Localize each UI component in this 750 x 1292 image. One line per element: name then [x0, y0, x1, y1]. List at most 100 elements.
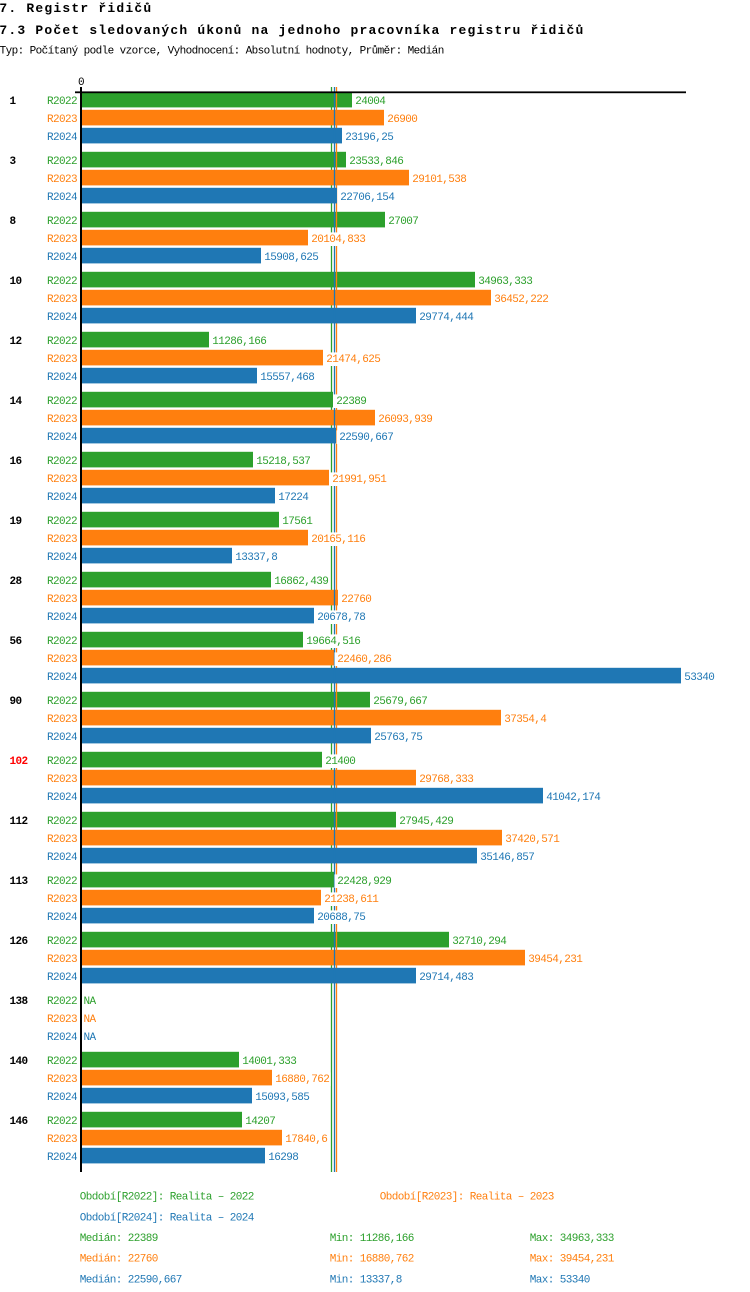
svg-text:Min: 16880,762: Min: 16880,762: [330, 1254, 414, 1266]
svg-text:29774,444: 29774,444: [419, 312, 474, 324]
svg-text:24004: 24004: [355, 96, 386, 108]
svg-text:R2022: R2022: [47, 996, 77, 1008]
svg-text:90: 90: [10, 696, 22, 708]
svg-text:22428,929: 22428,929: [337, 876, 391, 888]
svg-text:R2024: R2024: [47, 252, 78, 264]
svg-text:R2022: R2022: [47, 1056, 77, 1068]
svg-text:R2024: R2024: [47, 552, 78, 564]
svg-text:21400: 21400: [325, 756, 355, 768]
svg-text:R2023: R2023: [47, 534, 77, 546]
svg-text:R2024: R2024: [47, 312, 78, 324]
svg-text:R2024: R2024: [47, 972, 78, 984]
svg-text:Typ: Počítaný podle vzorce, Vy: Typ: Počítaný podle vzorce, Vyhodnocení:…: [0, 45, 444, 58]
svg-text:0: 0: [78, 77, 84, 89]
svg-text:Max: 53340: Max: 53340: [530, 1274, 590, 1286]
svg-text:R2024: R2024: [47, 192, 78, 204]
svg-text:22706,154: 22706,154: [340, 192, 395, 204]
svg-text:R2022: R2022: [47, 276, 77, 288]
svg-text:R2023: R2023: [47, 894, 77, 906]
svg-text:19: 19: [10, 516, 22, 528]
svg-text:Období[R2024]: Realita – 2024: Období[R2024]: Realita – 2024: [80, 1212, 255, 1224]
svg-text:NA: NA: [84, 1032, 97, 1044]
svg-text:R2023: R2023: [47, 354, 77, 366]
svg-text:20688,75: 20688,75: [317, 912, 365, 924]
svg-text:21474,625: 21474,625: [326, 354, 380, 366]
svg-text:19664,516: 19664,516: [306, 636, 360, 648]
svg-text:20104,833: 20104,833: [311, 234, 365, 246]
svg-text:126: 126: [10, 936, 28, 948]
svg-text:29101,538: 29101,538: [412, 174, 466, 186]
svg-text:23196,25: 23196,25: [345, 132, 393, 144]
svg-text:7. Registr řidičů: 7. Registr řidičů: [0, 1, 152, 16]
svg-text:R2024: R2024: [47, 492, 78, 504]
svg-text:R2022: R2022: [47, 396, 77, 408]
svg-text:R2023: R2023: [47, 954, 77, 966]
svg-text:25763,75: 25763,75: [374, 732, 422, 744]
svg-text:25679,667: 25679,667: [373, 696, 427, 708]
svg-text:R2022: R2022: [47, 216, 77, 228]
svg-text:15218,537: 15218,537: [256, 456, 310, 468]
svg-text:7.3 Počet sledovaných úkonů na: 7.3 Počet sledovaných úkonů na jednoho p…: [0, 23, 584, 38]
svg-text:37354,4: 37354,4: [504, 714, 547, 726]
svg-text:R2024: R2024: [47, 912, 78, 924]
svg-text:1: 1: [10, 96, 17, 108]
svg-text:32710,294: 32710,294: [452, 936, 507, 948]
svg-text:R2022: R2022: [47, 876, 77, 888]
svg-text:20165,116: 20165,116: [311, 534, 365, 546]
svg-text:36452,222: 36452,222: [494, 294, 548, 306]
svg-text:17561: 17561: [282, 516, 313, 528]
svg-text:R2022: R2022: [47, 156, 77, 168]
svg-text:112: 112: [10, 816, 28, 828]
svg-text:R2024: R2024: [47, 372, 78, 384]
svg-text:R2024: R2024: [47, 792, 78, 804]
svg-text:NA: NA: [84, 996, 97, 1008]
svg-text:R2022: R2022: [47, 756, 77, 768]
svg-text:R2022: R2022: [47, 516, 77, 528]
svg-text:29768,333: 29768,333: [419, 774, 473, 786]
svg-text:14001,333: 14001,333: [242, 1056, 296, 1068]
svg-text:R2024: R2024: [47, 672, 78, 684]
svg-text:13337,8: 13337,8: [235, 552, 277, 564]
svg-text:R2024: R2024: [47, 732, 78, 744]
svg-text:R2023: R2023: [47, 294, 77, 306]
svg-text:R2023: R2023: [47, 114, 77, 126]
svg-text:R2022: R2022: [47, 816, 77, 828]
svg-text:102: 102: [10, 756, 28, 768]
svg-text:26093,939: 26093,939: [378, 414, 432, 426]
svg-text:27945,429: 27945,429: [399, 816, 453, 828]
svg-text:22389: 22389: [336, 396, 366, 408]
svg-text:R2023: R2023: [47, 1014, 77, 1026]
svg-text:R2023: R2023: [47, 594, 77, 606]
svg-text:22590,667: 22590,667: [339, 432, 393, 444]
svg-text:12: 12: [10, 336, 22, 348]
svg-text:20678,78: 20678,78: [317, 612, 365, 624]
svg-text:Medián: 22389: Medián: 22389: [80, 1233, 158, 1245]
svg-text:R2024: R2024: [47, 132, 78, 144]
svg-text:R2023: R2023: [47, 234, 77, 246]
svg-text:10: 10: [10, 276, 22, 288]
svg-text:R2023: R2023: [47, 174, 77, 186]
svg-text:26900: 26900: [387, 114, 417, 126]
svg-text:16298: 16298: [268, 1152, 298, 1164]
svg-text:15557,468: 15557,468: [260, 372, 314, 384]
svg-text:R2023: R2023: [47, 654, 77, 666]
svg-text:Medián: 22760: Medián: 22760: [80, 1254, 158, 1266]
svg-text:23533,846: 23533,846: [349, 156, 403, 168]
svg-text:39454,231: 39454,231: [528, 954, 583, 966]
svg-text:Min: 13337,8: Min: 13337,8: [330, 1274, 402, 1286]
svg-text:R2023: R2023: [47, 774, 77, 786]
svg-text:15093,585: 15093,585: [255, 1092, 309, 1104]
svg-text:Max: 39454,231: Max: 39454,231: [530, 1254, 615, 1266]
svg-text:R2024: R2024: [47, 1032, 78, 1044]
svg-text:Období[R2022]: Realita – 2022: Období[R2022]: Realita – 2022: [80, 1192, 254, 1204]
svg-text:14: 14: [10, 396, 23, 408]
svg-text:R2023: R2023: [47, 834, 77, 846]
svg-text:29714,483: 29714,483: [419, 972, 473, 984]
svg-text:Období[R2023]: Realita – 2023: Období[R2023]: Realita – 2023: [380, 1192, 554, 1204]
svg-text:17224: 17224: [278, 492, 309, 504]
svg-text:14207: 14207: [245, 1116, 275, 1128]
svg-text:56: 56: [10, 636, 22, 648]
svg-text:R2022: R2022: [47, 336, 77, 348]
svg-text:34963,333: 34963,333: [478, 276, 532, 288]
svg-text:11286,166: 11286,166: [212, 336, 266, 348]
